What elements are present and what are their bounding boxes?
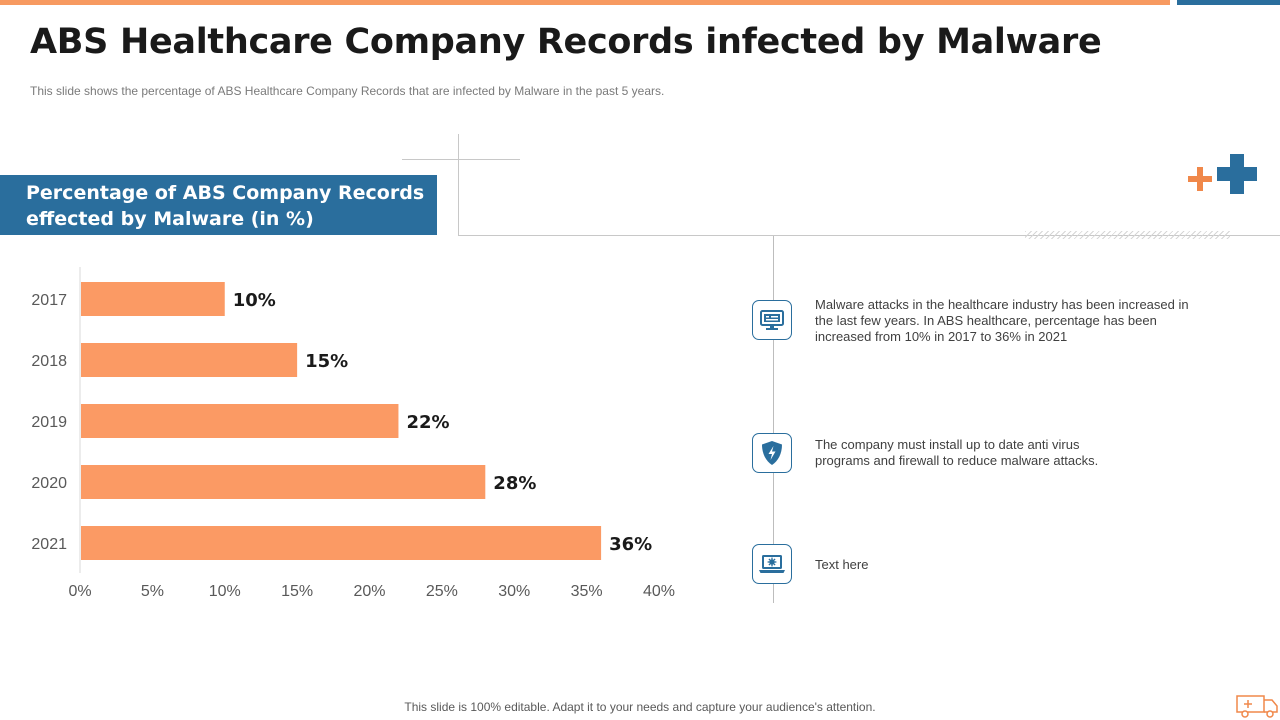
x-tick-label-40: 40% xyxy=(643,583,675,600)
deco-line-horizontal xyxy=(458,235,1280,236)
x-tick-label-30: 30% xyxy=(498,583,530,600)
monitor-icon xyxy=(760,310,784,330)
chart-header-box: Percentage of ABS Company Records effect… xyxy=(0,175,437,235)
slide-subtitle: This slide shows the percentage of ABS H… xyxy=(30,84,665,98)
data-label-2019: 22% xyxy=(406,412,449,433)
top-accent-bar-blue xyxy=(1177,0,1280,5)
top-accent-bar-orange xyxy=(0,0,1170,5)
malware-bar-chart: 2017 10% 2018 15% 2019 22% 2020 28% 2021 36% 0% 5% 1… xyxy=(31,267,675,600)
point-2-icon-box xyxy=(752,433,792,473)
deco-line-vertical xyxy=(458,134,459,236)
data-label-2017: 10% xyxy=(233,290,276,311)
x-tick-label-5: 5% xyxy=(141,583,164,600)
point-3-icon-box xyxy=(752,544,792,584)
y-tick-label-2020: 2020 xyxy=(31,475,67,492)
x-tick-label-15: 15% xyxy=(281,583,313,600)
point-2-text: The company must install up to date anti… xyxy=(815,437,1099,468)
bar-2018 xyxy=(81,343,298,377)
shield-lightning-icon xyxy=(762,441,782,465)
laptop-virus-icon xyxy=(759,555,785,573)
deco-line-short xyxy=(402,159,520,160)
data-label-2020: 28% xyxy=(493,473,536,494)
slide-title: ABS Healthcare Company Records infected … xyxy=(30,22,1102,62)
y-tick-label-2017: 2017 xyxy=(31,292,67,309)
data-label-2021: 36% xyxy=(609,534,652,555)
timeline-line xyxy=(773,236,774,603)
y-tick-label-2021: 2021 xyxy=(31,536,67,553)
chart-header-line2: effected by Malware (in %) xyxy=(26,208,314,230)
x-tick-label-35: 35% xyxy=(571,583,603,600)
ambulance-van-icon xyxy=(1236,695,1278,718)
chart-header-line1: Percentage of ABS Company Records xyxy=(26,182,425,204)
y-tick-label-2018: 2018 xyxy=(31,353,67,370)
point-1-icon-box xyxy=(752,300,792,340)
deco-hatch-pattern xyxy=(1025,231,1230,239)
slide-footer: This slide is 100% editable. Adapt it to… xyxy=(404,700,876,714)
x-tick-label-0: 0% xyxy=(68,583,91,600)
bar-2019 xyxy=(81,404,399,438)
bar-2021 xyxy=(81,526,602,560)
point-1-text: Malware attacks in the healthcare indust… xyxy=(815,297,1189,344)
point-3-text: Text here xyxy=(815,557,869,572)
x-tick-label-25: 25% xyxy=(426,583,458,600)
bar-2020 xyxy=(81,465,486,499)
x-tick-label-10: 10% xyxy=(209,583,241,600)
x-tick-label-20: 20% xyxy=(353,583,385,600)
data-label-2018: 15% xyxy=(305,351,348,372)
bar-2017 xyxy=(81,282,225,316)
y-tick-label-2019: 2019 xyxy=(31,414,67,431)
